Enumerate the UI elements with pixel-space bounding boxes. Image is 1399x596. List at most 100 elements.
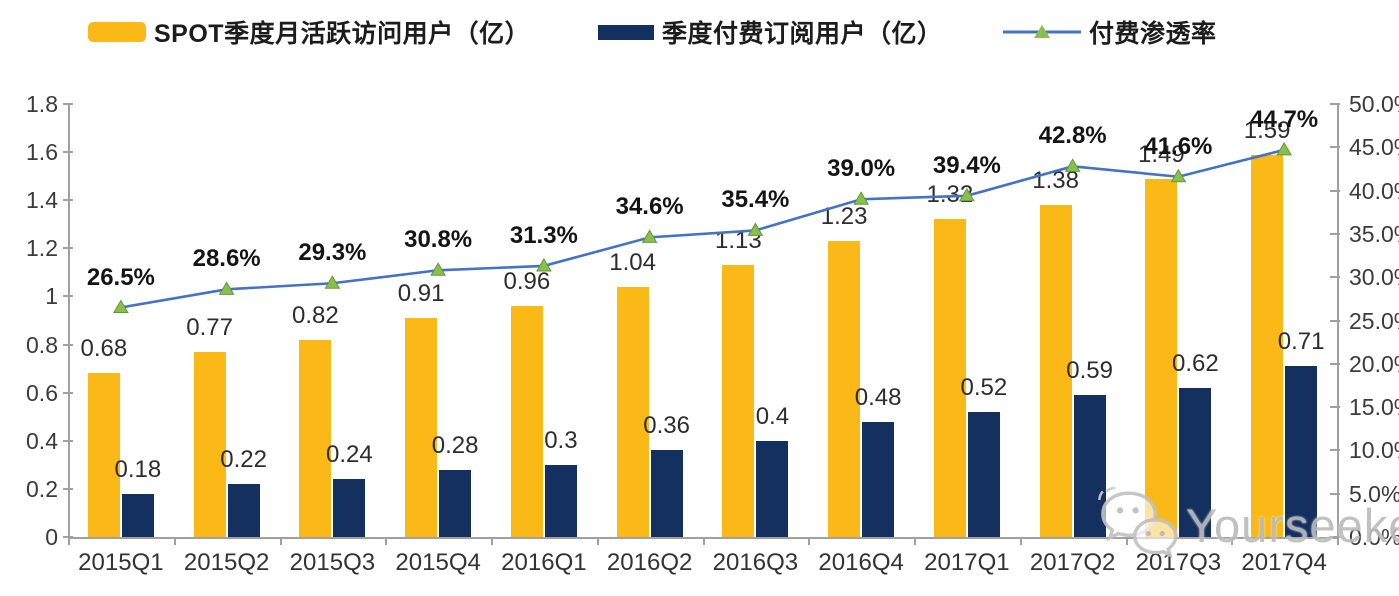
x-axis-label: 2016Q2 bbox=[606, 549, 693, 576]
left-axis-tick bbox=[63, 295, 73, 298]
label-mau-2017Q4: 1.59 bbox=[1243, 116, 1291, 144]
label-subs-2016Q1: 0.3 bbox=[544, 426, 578, 454]
x-axis-label: 2016Q3 bbox=[712, 549, 799, 576]
legend-item-subs: 季度付费订阅用户（亿） bbox=[598, 16, 943, 48]
x-axis-tick bbox=[914, 537, 916, 545]
label-penetration-2016Q2: 34.6% bbox=[615, 193, 684, 221]
label-subs-2015Q3: 0.24 bbox=[326, 441, 373, 469]
x-axis-tick bbox=[1125, 537, 1128, 545]
subs-legend-swatch bbox=[598, 24, 654, 40]
label-penetration-2017Q3: 41.6% bbox=[1144, 132, 1213, 160]
x-axis-label: 2017Q4 bbox=[1241, 549, 1327, 576]
bar-subs-2016Q2 bbox=[650, 450, 683, 537]
x-axis-tick bbox=[1337, 537, 1339, 545]
bar-subs-2016Q1 bbox=[544, 464, 577, 537]
bar-subs-2017Q3 bbox=[1179, 387, 1212, 537]
label-mau-2015Q4: 0.91 bbox=[397, 280, 445, 308]
right-axis-tick-label: 25.0% bbox=[1349, 307, 1399, 334]
left-axis-tick bbox=[63, 151, 73, 154]
right-axis-tick bbox=[1330, 362, 1340, 365]
label-subs-2017Q2: 0.59 bbox=[1066, 357, 1113, 385]
legend-item-penetration: 付费渗透率 bbox=[1003, 16, 1217, 48]
bar-subs-2015Q3 bbox=[333, 479, 366, 537]
right-axis-tick bbox=[1330, 536, 1340, 538]
x-axis-tick bbox=[279, 537, 282, 545]
left-axis-tick-label: 0 bbox=[45, 524, 58, 550]
left-axis-tick bbox=[63, 199, 73, 202]
marker-penetration-2015Q4 bbox=[430, 262, 446, 276]
right-axis-tick-label: 40.0% bbox=[1349, 177, 1399, 204]
bar-mau-2015Q1 bbox=[87, 373, 120, 537]
watermark-text: Yourseeker bbox=[1186, 498, 1399, 552]
label-penetration-2016Q4: 39.0% bbox=[827, 155, 896, 183]
x-axis-tick bbox=[1231, 537, 1234, 545]
label-penetration-2016Q3: 35.4% bbox=[721, 186, 790, 214]
label-mau-2016Q3: 1.13 bbox=[715, 227, 762, 255]
label-penetration-2015Q1: 26.5% bbox=[86, 263, 155, 291]
marker-penetration-2015Q2 bbox=[218, 281, 235, 295]
mau-legend-label: SPOT季度月活跃访问用户（亿） bbox=[154, 20, 531, 48]
bar-subs-2016Q3 bbox=[756, 440, 789, 537]
left-axis-tick bbox=[63, 487, 73, 490]
x-axis-tick bbox=[702, 537, 705, 545]
right-axis-tick bbox=[1330, 103, 1340, 105]
bar-subs-2015Q4 bbox=[439, 469, 472, 537]
right-axis-tick-label: 45.0% bbox=[1349, 134, 1399, 161]
label-subs-2017Q3: 0.62 bbox=[1172, 349, 1219, 377]
watermark: Yourseeker bbox=[1096, 486, 1399, 564]
left-axis-tick bbox=[63, 343, 73, 346]
left-axis-tick bbox=[63, 103, 73, 105]
bar-mau-2015Q4 bbox=[405, 318, 438, 537]
label-mau-2017Q1: 1.32 bbox=[926, 181, 974, 209]
label-subs-2015Q2: 0.22 bbox=[220, 446, 267, 474]
right-axis-tick bbox=[1330, 406, 1340, 409]
x-axis-label: 2016Q1 bbox=[501, 549, 587, 576]
label-penetration-2015Q3: 29.3% bbox=[298, 239, 367, 267]
x-axis-label: 2015Q3 bbox=[289, 549, 376, 576]
x-axis-tick bbox=[1019, 537, 1022, 545]
label-mau-2016Q1: 0.96 bbox=[503, 268, 551, 296]
bar-subs-2017Q4 bbox=[1285, 366, 1318, 537]
right-axis-tick-label: 5.0% bbox=[1349, 480, 1399, 507]
right-axis-tick-label: 50.0% bbox=[1349, 91, 1399, 117]
x-axis-label: 2015Q4 bbox=[395, 549, 481, 576]
label-subs-2017Q1: 0.52 bbox=[960, 373, 1008, 401]
subs-legend-label: 季度付费订阅用户（亿） bbox=[662, 20, 943, 48]
bar-subs-2017Q1 bbox=[967, 411, 1000, 537]
bar-subs-2017Q2 bbox=[1073, 395, 1106, 537]
bar-mau-2016Q3 bbox=[722, 265, 755, 537]
left-axis-tick-label: 1.2 bbox=[26, 235, 58, 262]
label-penetration-2016Q1: 31.3% bbox=[509, 221, 578, 249]
x-axis-tick bbox=[491, 537, 493, 545]
left-axis-tick-label: 0.2 bbox=[26, 475, 58, 502]
bar-subs-2016Q4 bbox=[862, 421, 895, 537]
label-penetration-2017Q1: 39.4% bbox=[932, 151, 1001, 179]
bar-mau-2016Q2 bbox=[616, 286, 649, 537]
label-subs-2015Q1: 0.18 bbox=[114, 455, 162, 483]
left-axis-tick-label: 1 bbox=[45, 283, 58, 310]
left-axis-tick bbox=[63, 247, 73, 250]
bar-mau-2015Q2 bbox=[193, 351, 226, 537]
x-axis-tick bbox=[385, 537, 388, 545]
label-penetration-2017Q2: 42.8% bbox=[1038, 122, 1107, 150]
x-axis-label: 2015Q1 bbox=[78, 549, 164, 576]
wechat-icon bbox=[1098, 486, 1178, 559]
x-axis-label: 2016Q4 bbox=[818, 549, 904, 576]
label-penetration-2015Q2: 28.6% bbox=[192, 245, 261, 273]
label-mau-2016Q2: 1.04 bbox=[609, 248, 656, 276]
label-subs-2016Q3: 0.4 bbox=[755, 402, 790, 430]
left-axis-tick-label: 0.8 bbox=[26, 331, 58, 358]
line-legend-swatch bbox=[1003, 25, 1081, 38]
label-penetration-2017Q4: 44.7% bbox=[1250, 105, 1319, 133]
x-axis-tick bbox=[68, 537, 70, 545]
right-axis-tick-label: 15.0% bbox=[1349, 394, 1399, 421]
marker-penetration-2015Q3 bbox=[324, 275, 341, 289]
x-axis-tick bbox=[173, 537, 176, 545]
left-axis-tick-label: 1.4 bbox=[26, 187, 58, 214]
left-axis-tick-label: 1.6 bbox=[26, 139, 58, 166]
right-axis-tick-label: 30.0% bbox=[1349, 264, 1399, 291]
mau-legend-swatch bbox=[88, 22, 146, 42]
penetration-line bbox=[120, 148, 1285, 309]
left-axis-tick-label: 0.6 bbox=[26, 379, 58, 406]
